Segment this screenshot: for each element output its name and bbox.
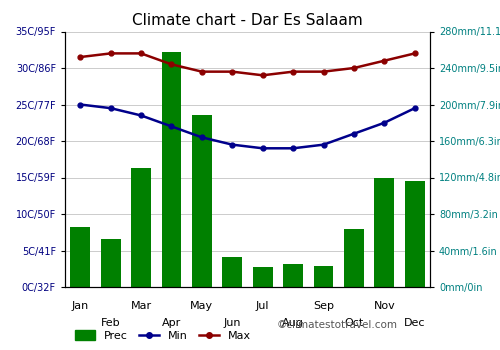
Text: Jul: Jul — [256, 301, 270, 311]
Title: Climate chart - Dar Es Salaam: Climate chart - Dar Es Salaam — [132, 13, 363, 28]
Bar — [70, 227, 90, 287]
Bar — [162, 52, 182, 287]
Bar — [131, 168, 151, 287]
Bar — [283, 264, 303, 287]
Text: Oct: Oct — [344, 317, 364, 328]
Text: Sep: Sep — [313, 301, 334, 311]
Legend: Prec, Min, Max: Prec, Min, Max — [70, 326, 255, 345]
Text: Apr: Apr — [162, 317, 181, 328]
Bar — [253, 267, 272, 287]
Text: Feb: Feb — [101, 317, 120, 328]
Text: Nov: Nov — [374, 301, 395, 311]
Bar — [314, 266, 334, 287]
Text: Jun: Jun — [224, 317, 241, 328]
Bar — [344, 229, 364, 287]
Bar — [222, 257, 242, 287]
Text: ©climatestotravel.com: ©climatestotravel.com — [276, 320, 398, 330]
Bar — [405, 181, 424, 287]
Bar — [192, 116, 212, 287]
Text: Mar: Mar — [130, 301, 152, 311]
Text: Jan: Jan — [72, 301, 89, 311]
Bar — [100, 239, 120, 287]
Text: May: May — [190, 301, 214, 311]
Text: Dec: Dec — [404, 317, 425, 328]
Bar — [374, 178, 394, 287]
Text: Aug: Aug — [282, 317, 304, 328]
